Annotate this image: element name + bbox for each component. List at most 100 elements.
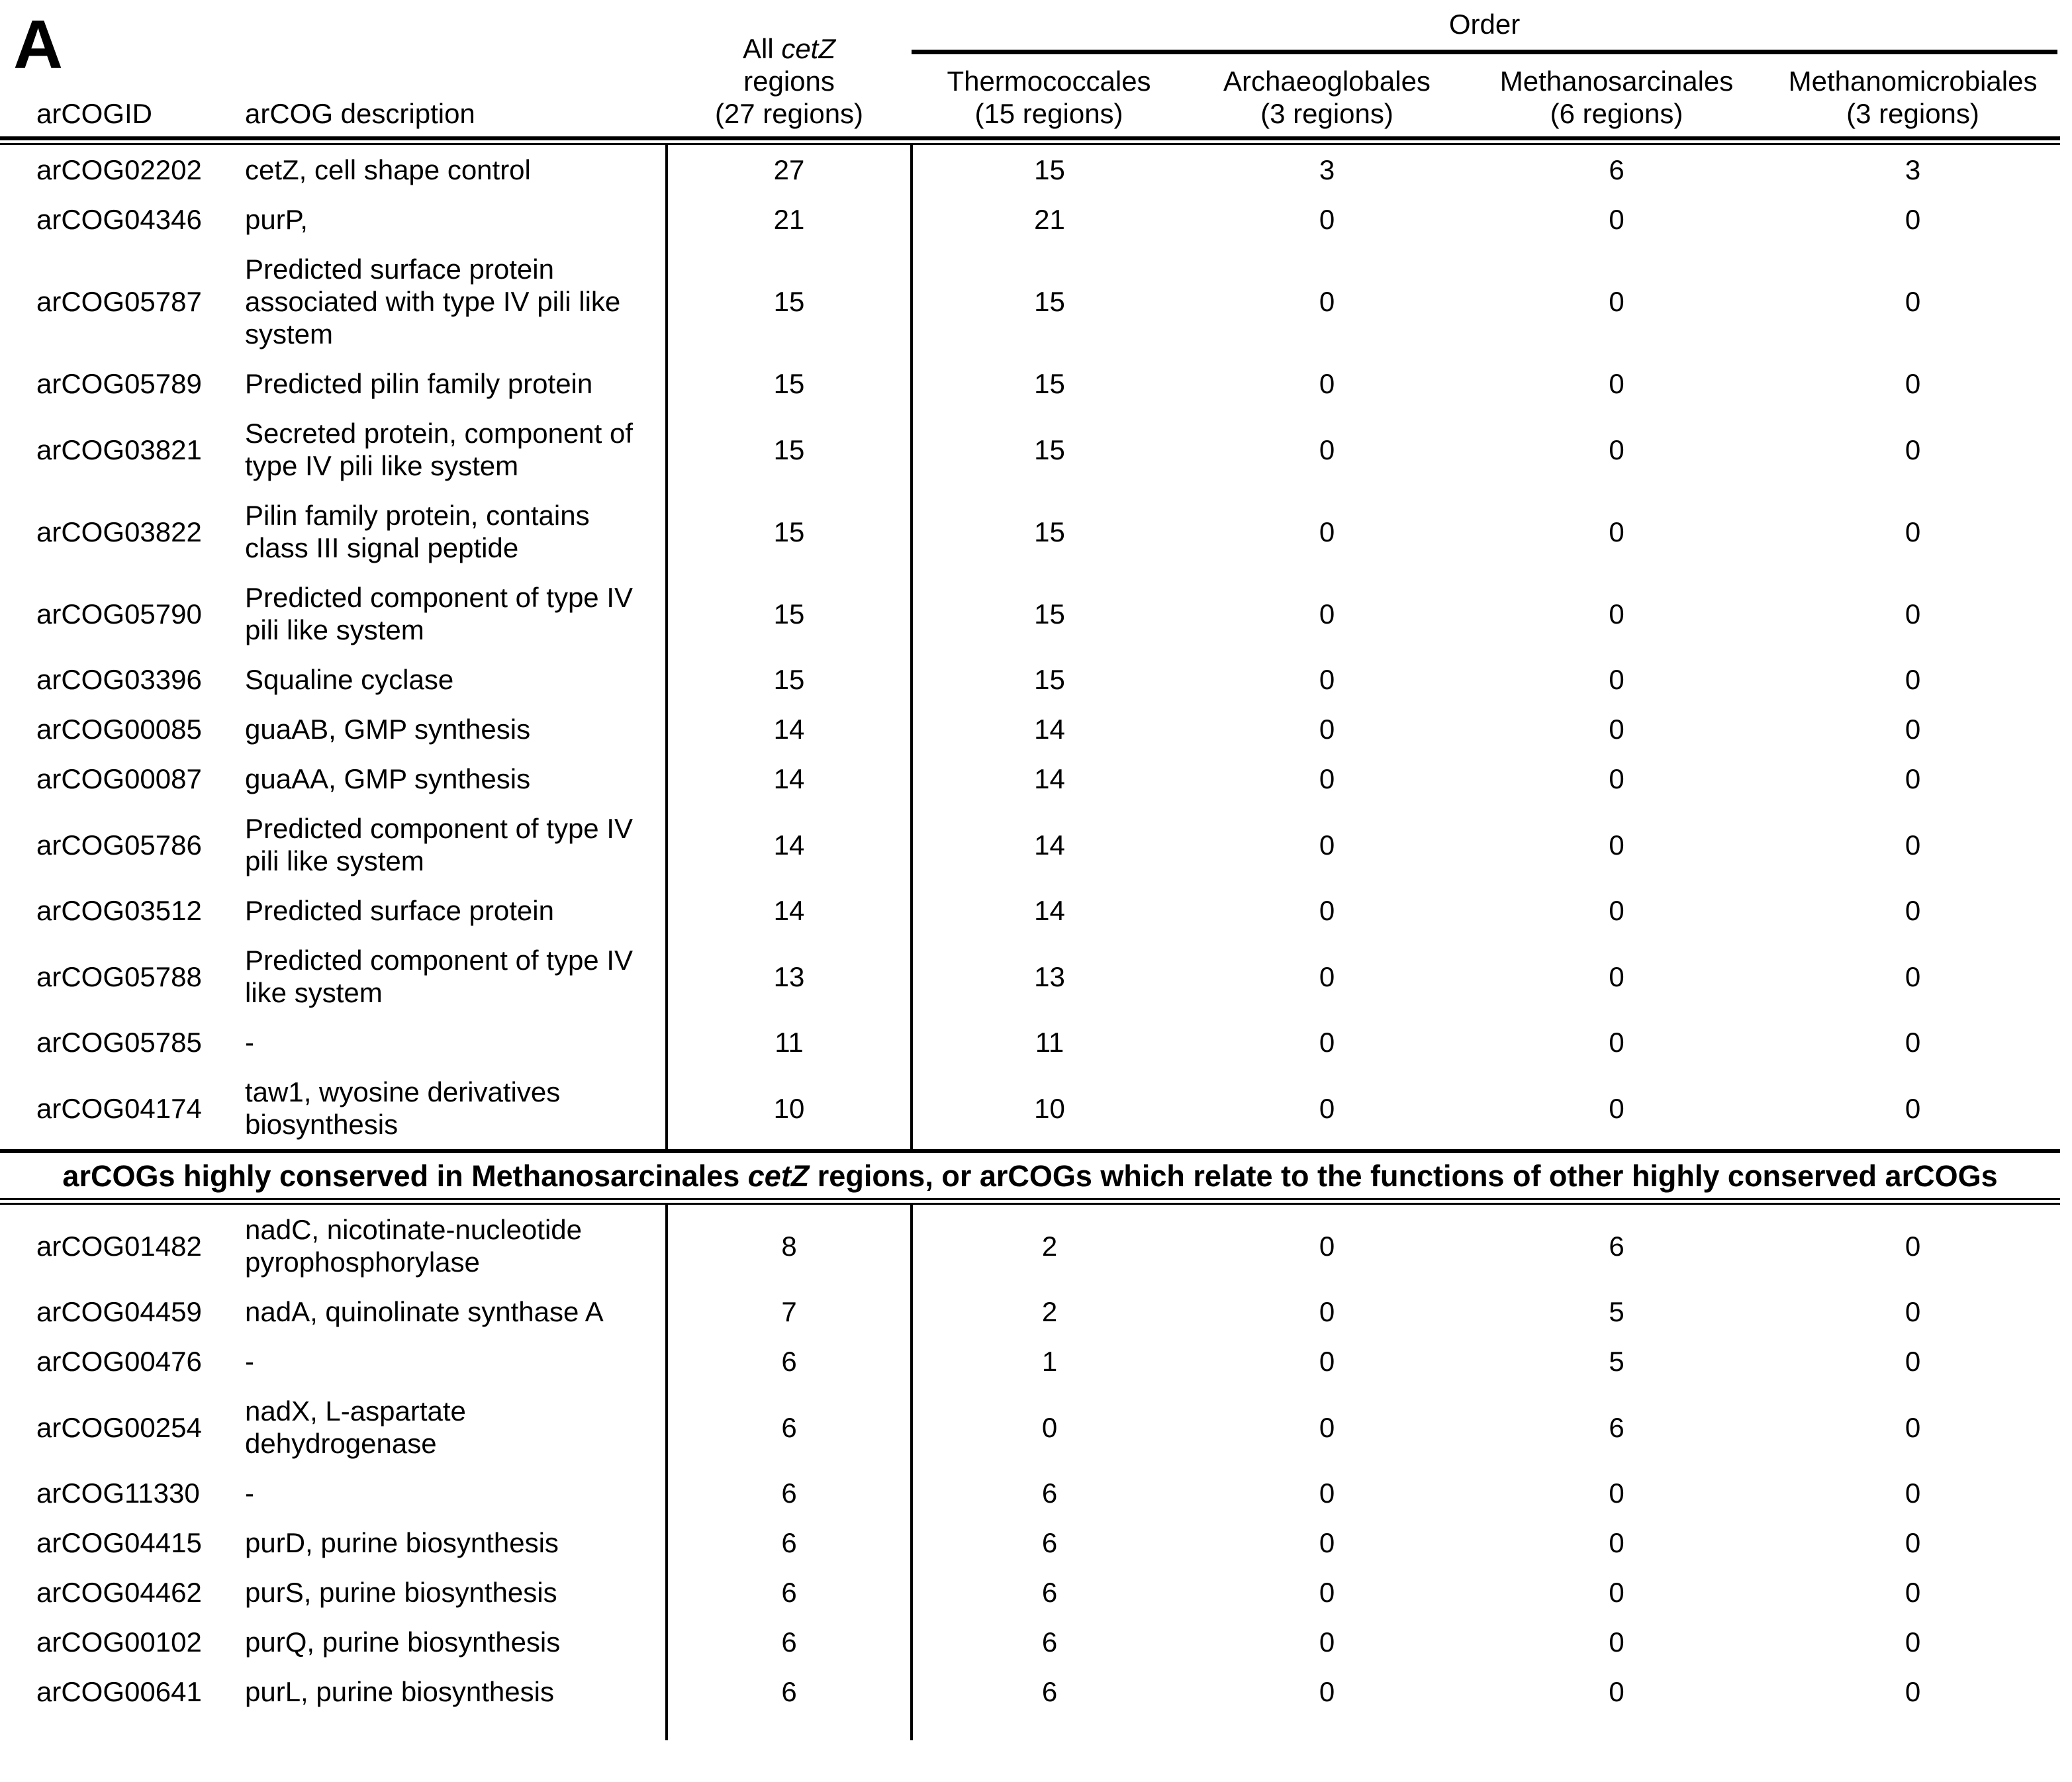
archaeoglobales-count-cell: 0 [1319, 1092, 1335, 1124]
table-row: arCOG04415 purD, purine biosynthesis 6 6… [0, 1518, 2060, 1568]
section-divider-title: arCOGs highly conserved in Methanosarcin… [62, 1159, 1998, 1193]
table-row: arCOG04346 purP, 21 21 0 0 0 [0, 195, 2060, 244]
archaeoglobales-count-cell: 0 [1319, 1676, 1335, 1707]
thermococcales-count-cell: 14 [1034, 714, 1065, 745]
archaeoglobales-count-cell: 0 [1319, 1626, 1335, 1658]
methanosarcinales-count-cell: 6 [1609, 1411, 1625, 1443]
thermococcales-count-cell: 15 [1034, 154, 1065, 185]
arcog-description-cell: taw1, wyosine derivatives biosynthesis [245, 1076, 561, 1140]
arcog-description-cell: Predicted surface protein associated wit… [245, 254, 621, 350]
arcog-id-cell: arCOG04462 [36, 1577, 202, 1608]
thermococcales-count-cell: 13 [1034, 961, 1065, 992]
thermococcales-count-cell: 6 [1041, 1676, 1058, 1707]
archaeoglobales-count-cell: 0 [1319, 763, 1335, 794]
table-row: arCOG00641 purL, purine biosynthesis 6 6… [0, 1667, 2060, 1716]
archaeoglobales-count-cell: 3 [1319, 154, 1335, 185]
column-header-arcogid: A arCOGID [0, 0, 245, 136]
table-row: arCOG00102 purQ, purine biosynthesis 6 6… [0, 1617, 2060, 1667]
methanosarcinales-count-cell: 0 [1609, 434, 1625, 465]
archaeoglobales-count-cell: 0 [1319, 1411, 1335, 1443]
thermococcales-count-cell: 15 [1034, 434, 1065, 465]
all-cetz-regions-count-cell: 21 [665, 195, 913, 244]
table-row: arCOG03396 Squaline cyclase 15 15 0 0 0 [0, 655, 2060, 704]
all-cetz-regions-count-cell: 14 [665, 754, 913, 804]
all-cetz-regions-count-cell: 11 [665, 1017, 913, 1067]
methanomicrobiales-count-cell: 0 [1905, 1676, 1921, 1707]
thermococcales-count-cell: 21 [1034, 204, 1065, 235]
methanomicrobiales-count-cell: 0 [1905, 1477, 1921, 1509]
all-cetz-regions-count-cell: 27 [665, 145, 913, 195]
arcog-id-cell: arCOG04415 [36, 1527, 202, 1558]
methanosarcinales-count-cell: 0 [1609, 664, 1625, 695]
arcog-id-cell: arCOG05788 [36, 961, 202, 992]
column-header-archaeoglobales: Archaeoglobales (3 regions) [1223, 66, 1431, 129]
archaeoglobales-count-cell: 0 [1319, 368, 1335, 399]
archaeoglobales-count-cell: 0 [1319, 1477, 1335, 1509]
arcog-id-cell: arCOG04174 [36, 1092, 202, 1124]
methanosarcinales-count-cell: 0 [1609, 1626, 1625, 1658]
all-cetz-regions-count-cell: 15 [665, 491, 913, 573]
methanomicrobiales-count-cell: 0 [1905, 204, 1921, 235]
methanomicrobiales-count-cell: 0 [1905, 829, 1921, 861]
arcog-description-cell: cetZ, cell shape control [245, 154, 531, 185]
table-row: arCOG05788 Predicted component of type I… [0, 935, 2060, 1017]
archaeoglobales-count-cell: 0 [1319, 1527, 1335, 1558]
methanosarcinales-count-cell: 0 [1609, 714, 1625, 745]
archaeoglobales-count-cell: 0 [1319, 1027, 1335, 1058]
column-header-description: arCOG description [245, 0, 667, 136]
table-header: A arCOGID arCOG description All cetZ reg… [0, 0, 2061, 145]
thermococcales-count-cell: 6 [1041, 1477, 1058, 1509]
thermococcales-count-cell: 15 [1034, 516, 1065, 547]
methanomicrobiales-count-cell: 0 [1905, 763, 1921, 794]
archaeoglobales-count-cell: 0 [1319, 516, 1335, 547]
table-row: arCOG11330 - 6 6 0 0 0 [0, 1468, 2060, 1518]
arcog-description-cell: - [245, 1346, 254, 1377]
arcog-description-cell: guaAB, GMP synthesis [245, 714, 531, 745]
table-row: arCOG05785 - 11 11 0 0 0 [0, 1017, 2060, 1067]
all-cetz-regions-count-cell: 10 [665, 1067, 913, 1149]
table-row: arCOG05789 Predicted pilin family protei… [0, 359, 2060, 408]
arcog-description-cell: purP, [245, 204, 308, 235]
thermococcales-count-cell: 11 [1035, 1027, 1064, 1058]
methanomicrobiales-count-cell: 0 [1905, 714, 1921, 745]
column-header-arcogid-label: arCOGID [36, 98, 153, 129]
thermococcales-count-cell: 15 [1034, 664, 1065, 695]
arcog-description-cell: purL, purine biosynthesis [245, 1676, 554, 1707]
all-cetz-regions-count-cell: 8 [665, 1205, 913, 1287]
thermococcales-count-cell: 14 [1034, 763, 1065, 794]
methanomicrobiales-count-cell: 0 [1905, 1411, 1921, 1443]
thermococcales-count-cell: 14 [1034, 829, 1065, 861]
all-cetz-regions-count-cell: 6 [665, 1336, 913, 1386]
header-bottom-rule [0, 136, 2061, 145]
methanomicrobiales-count-cell: 0 [1905, 1527, 1921, 1558]
arcog-description-cell: nadA, quinolinate synthase A [245, 1296, 604, 1327]
thermococcales-count-cell: 6 [1041, 1626, 1058, 1658]
table-section-bottom: arCOG01482 nadC, nicotinate-nucleotide p… [0, 1205, 2060, 1716]
archaeoglobales-count-cell: 0 [1319, 1577, 1335, 1608]
archaeoglobales-count-cell: 0 [1319, 1346, 1335, 1377]
methanomicrobiales-count-cell: 0 [1905, 434, 1921, 465]
arcog-description-cell: Secreted protein, component of type IV p… [245, 418, 634, 481]
methanomicrobiales-count-cell: 0 [1905, 368, 1921, 399]
all-cetz-regions-count-cell: 15 [665, 573, 913, 655]
methanosarcinales-count-cell: 5 [1609, 1346, 1625, 1377]
methanomicrobiales-count-cell: 0 [1905, 1027, 1921, 1058]
arcog-id-cell: arCOG02202 [36, 154, 202, 185]
column-header-methanomicrobiales: Methanomicrobiales (3 regions) [1788, 66, 2038, 129]
arcog-id-cell: arCOG00087 [36, 763, 202, 794]
table-row: arCOG05787 Predicted surface protein ass… [0, 244, 2060, 359]
all-cetz-regions-count-cell: 14 [665, 804, 913, 886]
table-row: arCOG03822 Pilin family protein, contain… [0, 491, 2060, 573]
arcog-id-cell: arCOG03822 [36, 516, 202, 547]
arcog-id-cell: arCOG11330 [36, 1477, 200, 1509]
arcog-id-cell: arCOG00641 [36, 1676, 202, 1707]
arcog-description-cell: Squaline cyclase [245, 664, 454, 695]
arcog-id-cell: arCOG00085 [36, 714, 202, 745]
methanomicrobiales-count-cell: 3 [1905, 154, 1921, 185]
arcog-description-cell: purS, purine biosynthesis [245, 1577, 557, 1608]
arcog-description-cell: nadC, nicotinate-nucleotide pyrophosphor… [245, 1214, 583, 1278]
table-row: arCOG00087 guaAA, GMP synthesis 14 14 0 … [0, 754, 2060, 804]
thermococcales-count-cell: 15 [1034, 368, 1065, 399]
archaeoglobales-count-cell: 0 [1319, 895, 1335, 926]
bottom-rule-extension [0, 1716, 2060, 1740]
